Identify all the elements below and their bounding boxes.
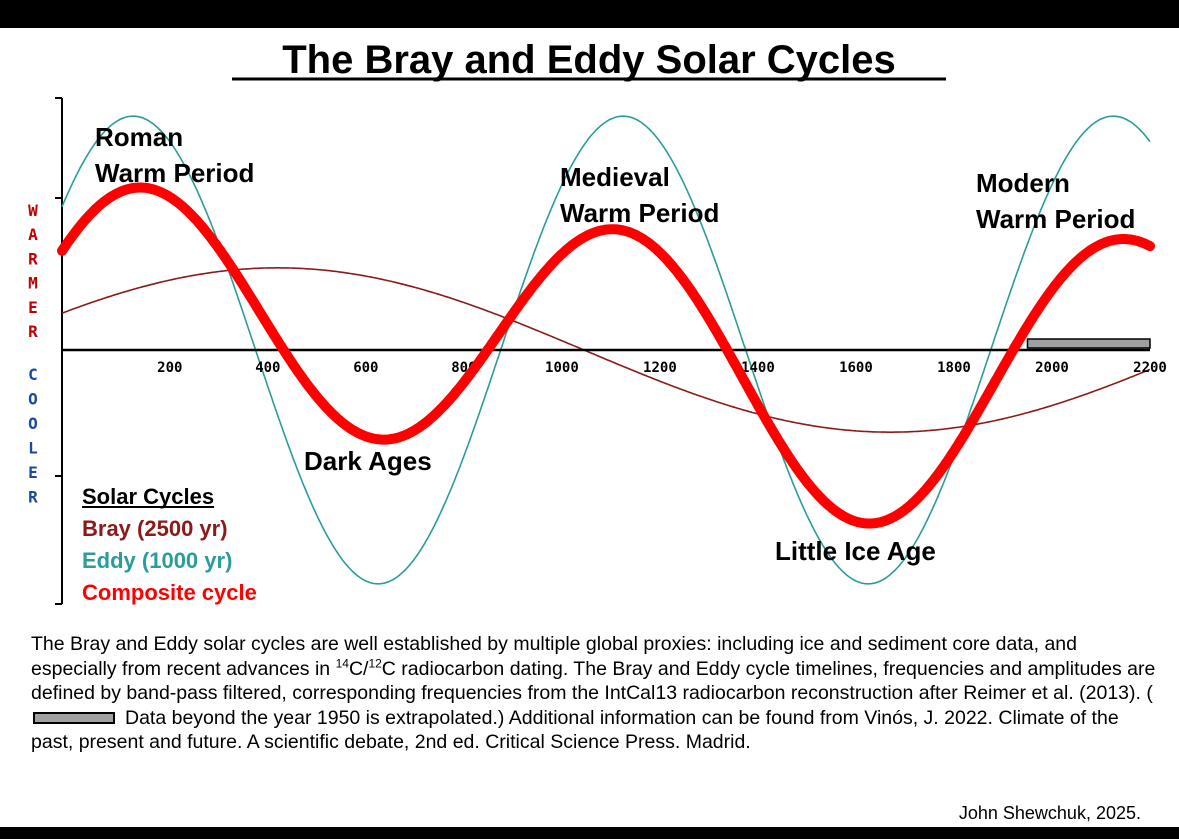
annotation-dark-ages: Dark Ages (304, 446, 432, 476)
x-tick-label: 200 (157, 360, 182, 376)
y-axis (55, 97, 63, 605)
caption-sup-14: 14 (335, 656, 349, 670)
annotation-modern-warm-period: Modern Warm Period (976, 168, 1135, 234)
caption-sup-12: 12 (368, 656, 382, 670)
x-tick-label: 1200 (643, 360, 677, 376)
x-tick-label: 2200 (1133, 360, 1167, 376)
x-tick-label: 1400 (741, 360, 775, 376)
annotations: Roman Warm Period Medieval Warm Period Moder… (95, 122, 1135, 566)
legend: Solar Cycles Bray (2500 yr) Eddy (1000 yr)… (82, 484, 257, 605)
x-axis-ticks: 200 400 600 800 1000 1200 1400 1600 1800 2000 2200 (157, 360, 1167, 376)
x-tick-label: 1000 (545, 360, 579, 376)
caption-text-1: The Bray and Eddy solar cycles are well … (31, 633, 1077, 680)
extrapolated-swatch (33, 712, 115, 725)
caption-text-4: Data beyond the year 1950 is extrapolate… (31, 706, 1119, 754)
caption-text-2: C/ (348, 657, 369, 680)
annotation-roman-warm-period: Roman Warm Period (95, 122, 254, 188)
extrapolated-bar (1026, 338, 1151, 349)
legend-entry: Composite cycle (82, 580, 257, 605)
x-tick-label: 1600 (839, 360, 873, 376)
x-tick-label: 600 (353, 360, 378, 376)
caption: The Bray and Eddy solar cycles are well … (31, 632, 1156, 755)
credit: John Shewchuk, 2025. (958, 803, 1141, 823)
x-tick-label: 400 (255, 360, 280, 376)
extrapolated-bar-rect (1026, 338, 1151, 349)
chart-title: The Bray and Eddy Solar Cycles (282, 38, 896, 82)
caption-text-3: C radiocarbon dating. The Bray and Eddy … (31, 657, 1156, 705)
x-tick-label: 2000 (1035, 360, 1069, 376)
legend-entry: Eddy (1000 yr) (82, 548, 232, 573)
x-tick-label: 1800 (937, 360, 971, 376)
legend-entry: Bray (2500 yr) (82, 516, 228, 541)
series-composite-line (57, 182, 1155, 529)
series-eddy-line (61, 115, 1151, 585)
annotation-medieval-warm-period: Medieval Warm Period (560, 162, 719, 228)
legend-title: Solar Cycles (82, 484, 214, 509)
annotation-little-ice-age: Little Ice Age (775, 536, 936, 566)
